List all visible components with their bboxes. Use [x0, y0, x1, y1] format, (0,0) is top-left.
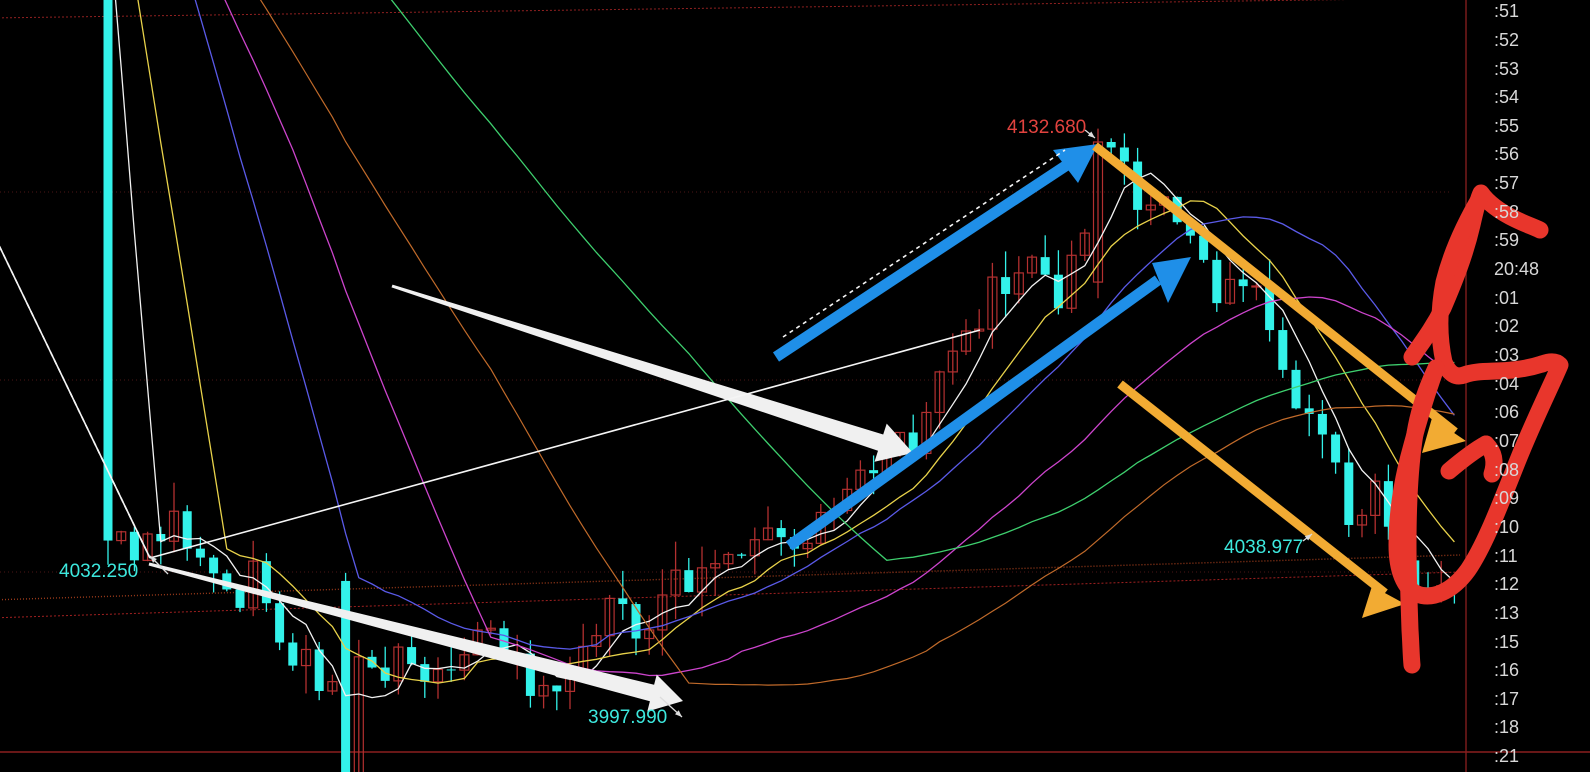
svg-text:3997.990: 3997.990 [588, 707, 667, 728]
svg-text:4038.977: 4038.977 [1224, 537, 1303, 558]
svg-text:4132.680: 4132.680 [1007, 117, 1086, 138]
svg-text:4032.250: 4032.250 [59, 561, 138, 582]
